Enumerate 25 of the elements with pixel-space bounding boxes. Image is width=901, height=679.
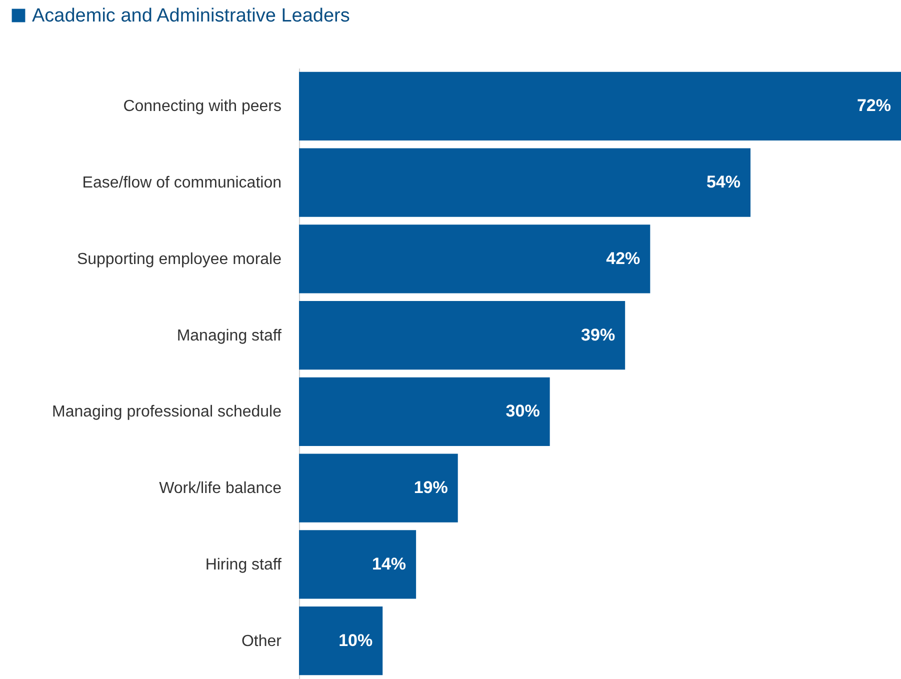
y-tick-label: Managing professional schedule xyxy=(52,404,282,421)
legend-label: Academic and Administrative Leaders xyxy=(32,6,350,26)
bar xyxy=(299,606,383,676)
data-label: 54% xyxy=(706,172,740,192)
data-label: 39% xyxy=(581,325,616,344)
y-tick-label: Other xyxy=(241,632,282,650)
data-label: 42% xyxy=(606,248,640,268)
y-tick-label: Supporting employee morale xyxy=(76,250,282,268)
y-tick-label: Managing staff xyxy=(176,327,282,344)
bar xyxy=(299,454,458,522)
bar xyxy=(299,300,626,370)
y-tick-label: Hiring staff xyxy=(205,556,282,574)
bar xyxy=(299,72,901,141)
bar xyxy=(299,377,550,446)
y-tick-label: Work/life balance xyxy=(159,480,282,498)
bar xyxy=(299,530,416,599)
y-tick-label: Connecting with peers xyxy=(123,98,282,116)
y-tick-label: Ease/flow of communication xyxy=(82,174,282,192)
data-label: 14% xyxy=(372,554,406,574)
data-label: 10% xyxy=(338,630,373,650)
data-label: 30% xyxy=(506,402,540,421)
bar xyxy=(299,224,650,294)
bar xyxy=(299,148,750,217)
data-label: 19% xyxy=(414,478,448,498)
data-label: 72% xyxy=(856,96,891,116)
